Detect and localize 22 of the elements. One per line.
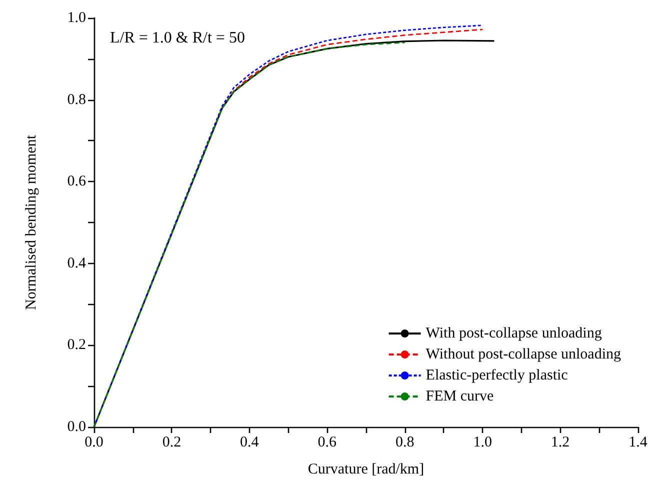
legend-label: FEM curve <box>426 388 494 404</box>
y-tick-label: 1.0 <box>67 10 86 26</box>
y-axis-title: Normalised bending moment <box>24 134 40 310</box>
x-tick-label: 0.8 <box>395 434 414 450</box>
y-tick-label: 0.6 <box>67 174 86 190</box>
line-series <box>93 42 406 428</box>
x-tick-label: 1.2 <box>550 434 570 450</box>
legend-label: Without post-collapse unloading <box>426 346 622 362</box>
x-tick-label: 0.2 <box>162 434 182 450</box>
y-tick-label: 0.8 <box>67 92 86 108</box>
x-tick-label: 0.4 <box>240 434 260 450</box>
y-tick-label: 0.4 <box>67 255 86 272</box>
legend-label: With post-collapse unloading <box>426 326 602 342</box>
x-tick-label: 1.0 <box>473 434 492 450</box>
y-tick-label: 0.2 <box>67 337 86 354</box>
x-tick-label: 1.4 <box>628 434 648 450</box>
legend-label: Elastic-perfectly plastic <box>426 368 568 384</box>
x-tick-label: 0.6 <box>318 434 338 450</box>
y-tick-label: 0.0 <box>67 419 86 435</box>
x-axis-title: Curvature [rad/km] <box>308 462 424 478</box>
x-tick-label: 0.0 <box>84 434 104 450</box>
annotation: L/R = 1.0 & R/t = 50 <box>110 30 245 46</box>
